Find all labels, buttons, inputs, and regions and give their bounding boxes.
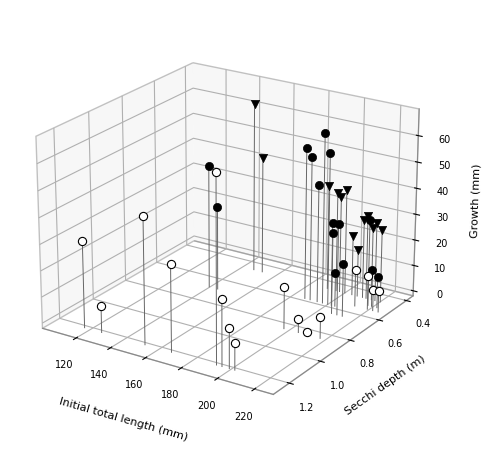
Y-axis label: Secchi depth (m): Secchi depth (m)	[343, 353, 427, 416]
X-axis label: Initial total length (mm): Initial total length (mm)	[58, 395, 188, 441]
